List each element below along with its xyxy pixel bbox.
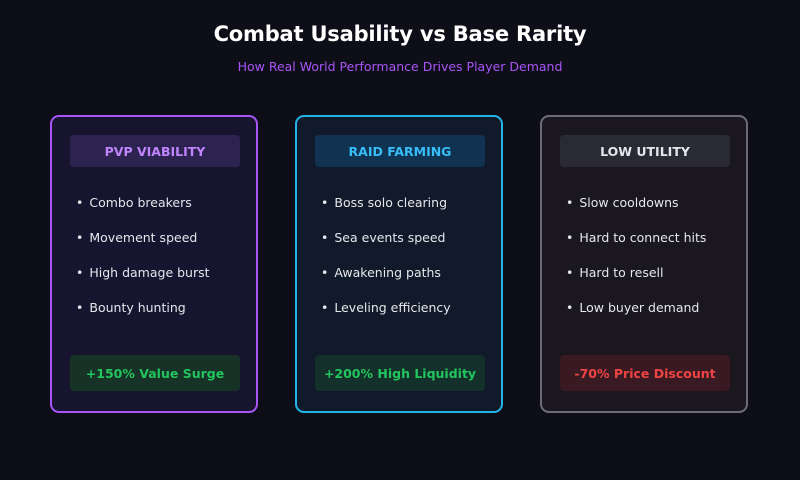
- list-item: • Bounty hunting: [76, 300, 186, 315]
- list-item: • Slow cooldowns: [566, 195, 679, 210]
- list-item: • Hard to connect hits: [566, 230, 707, 245]
- diagram-subtitle: How Real World Performance Drives Player…: [237, 59, 563, 74]
- card-footer-badge: -70% Price Discount: [560, 355, 730, 391]
- list-item: • Sea events speed: [321, 230, 446, 245]
- list-item: • High damage burst: [76, 265, 210, 280]
- list-item: • Hard to resell: [566, 265, 664, 280]
- card-item-list: • Slow cooldowns • Hard to connect hits • H…: [566, 195, 706, 335]
- list-item: • Awakening paths: [321, 265, 441, 280]
- card-header: LOW UTILITY: [560, 135, 730, 167]
- card-footer-badge: +200% High Liquidity: [315, 355, 485, 391]
- card-pvp-viability: PVP VIABILITY • Combo breakers • Movement …: [50, 115, 258, 413]
- list-item: • Movement speed: [76, 230, 198, 245]
- list-item: • Leveling efficiency: [321, 300, 451, 315]
- card-footer-badge: +150% Value Surge: [70, 355, 240, 391]
- card-low-utility: LOW UTILITY • Slow cooldowns • Hard to con…: [540, 115, 748, 413]
- card-item-list: • Boss solo clearing • Sea events speed • A…: [321, 195, 451, 335]
- card-header: RAID FARMING: [315, 135, 485, 167]
- card-raid-farming: RAID FARMING • Boss solo clearing • Sea ev…: [295, 115, 503, 413]
- list-item: • Boss solo clearing: [321, 195, 448, 210]
- list-item: • Low buyer demand: [566, 300, 700, 315]
- list-item: • Combo breakers: [76, 195, 192, 210]
- card-item-list: • Combo breakers • Movement speed • High da…: [76, 195, 210, 335]
- card-header: PVP VIABILITY: [70, 135, 240, 167]
- diagram-title: Combat Usability vs Base Rarity: [213, 22, 587, 46]
